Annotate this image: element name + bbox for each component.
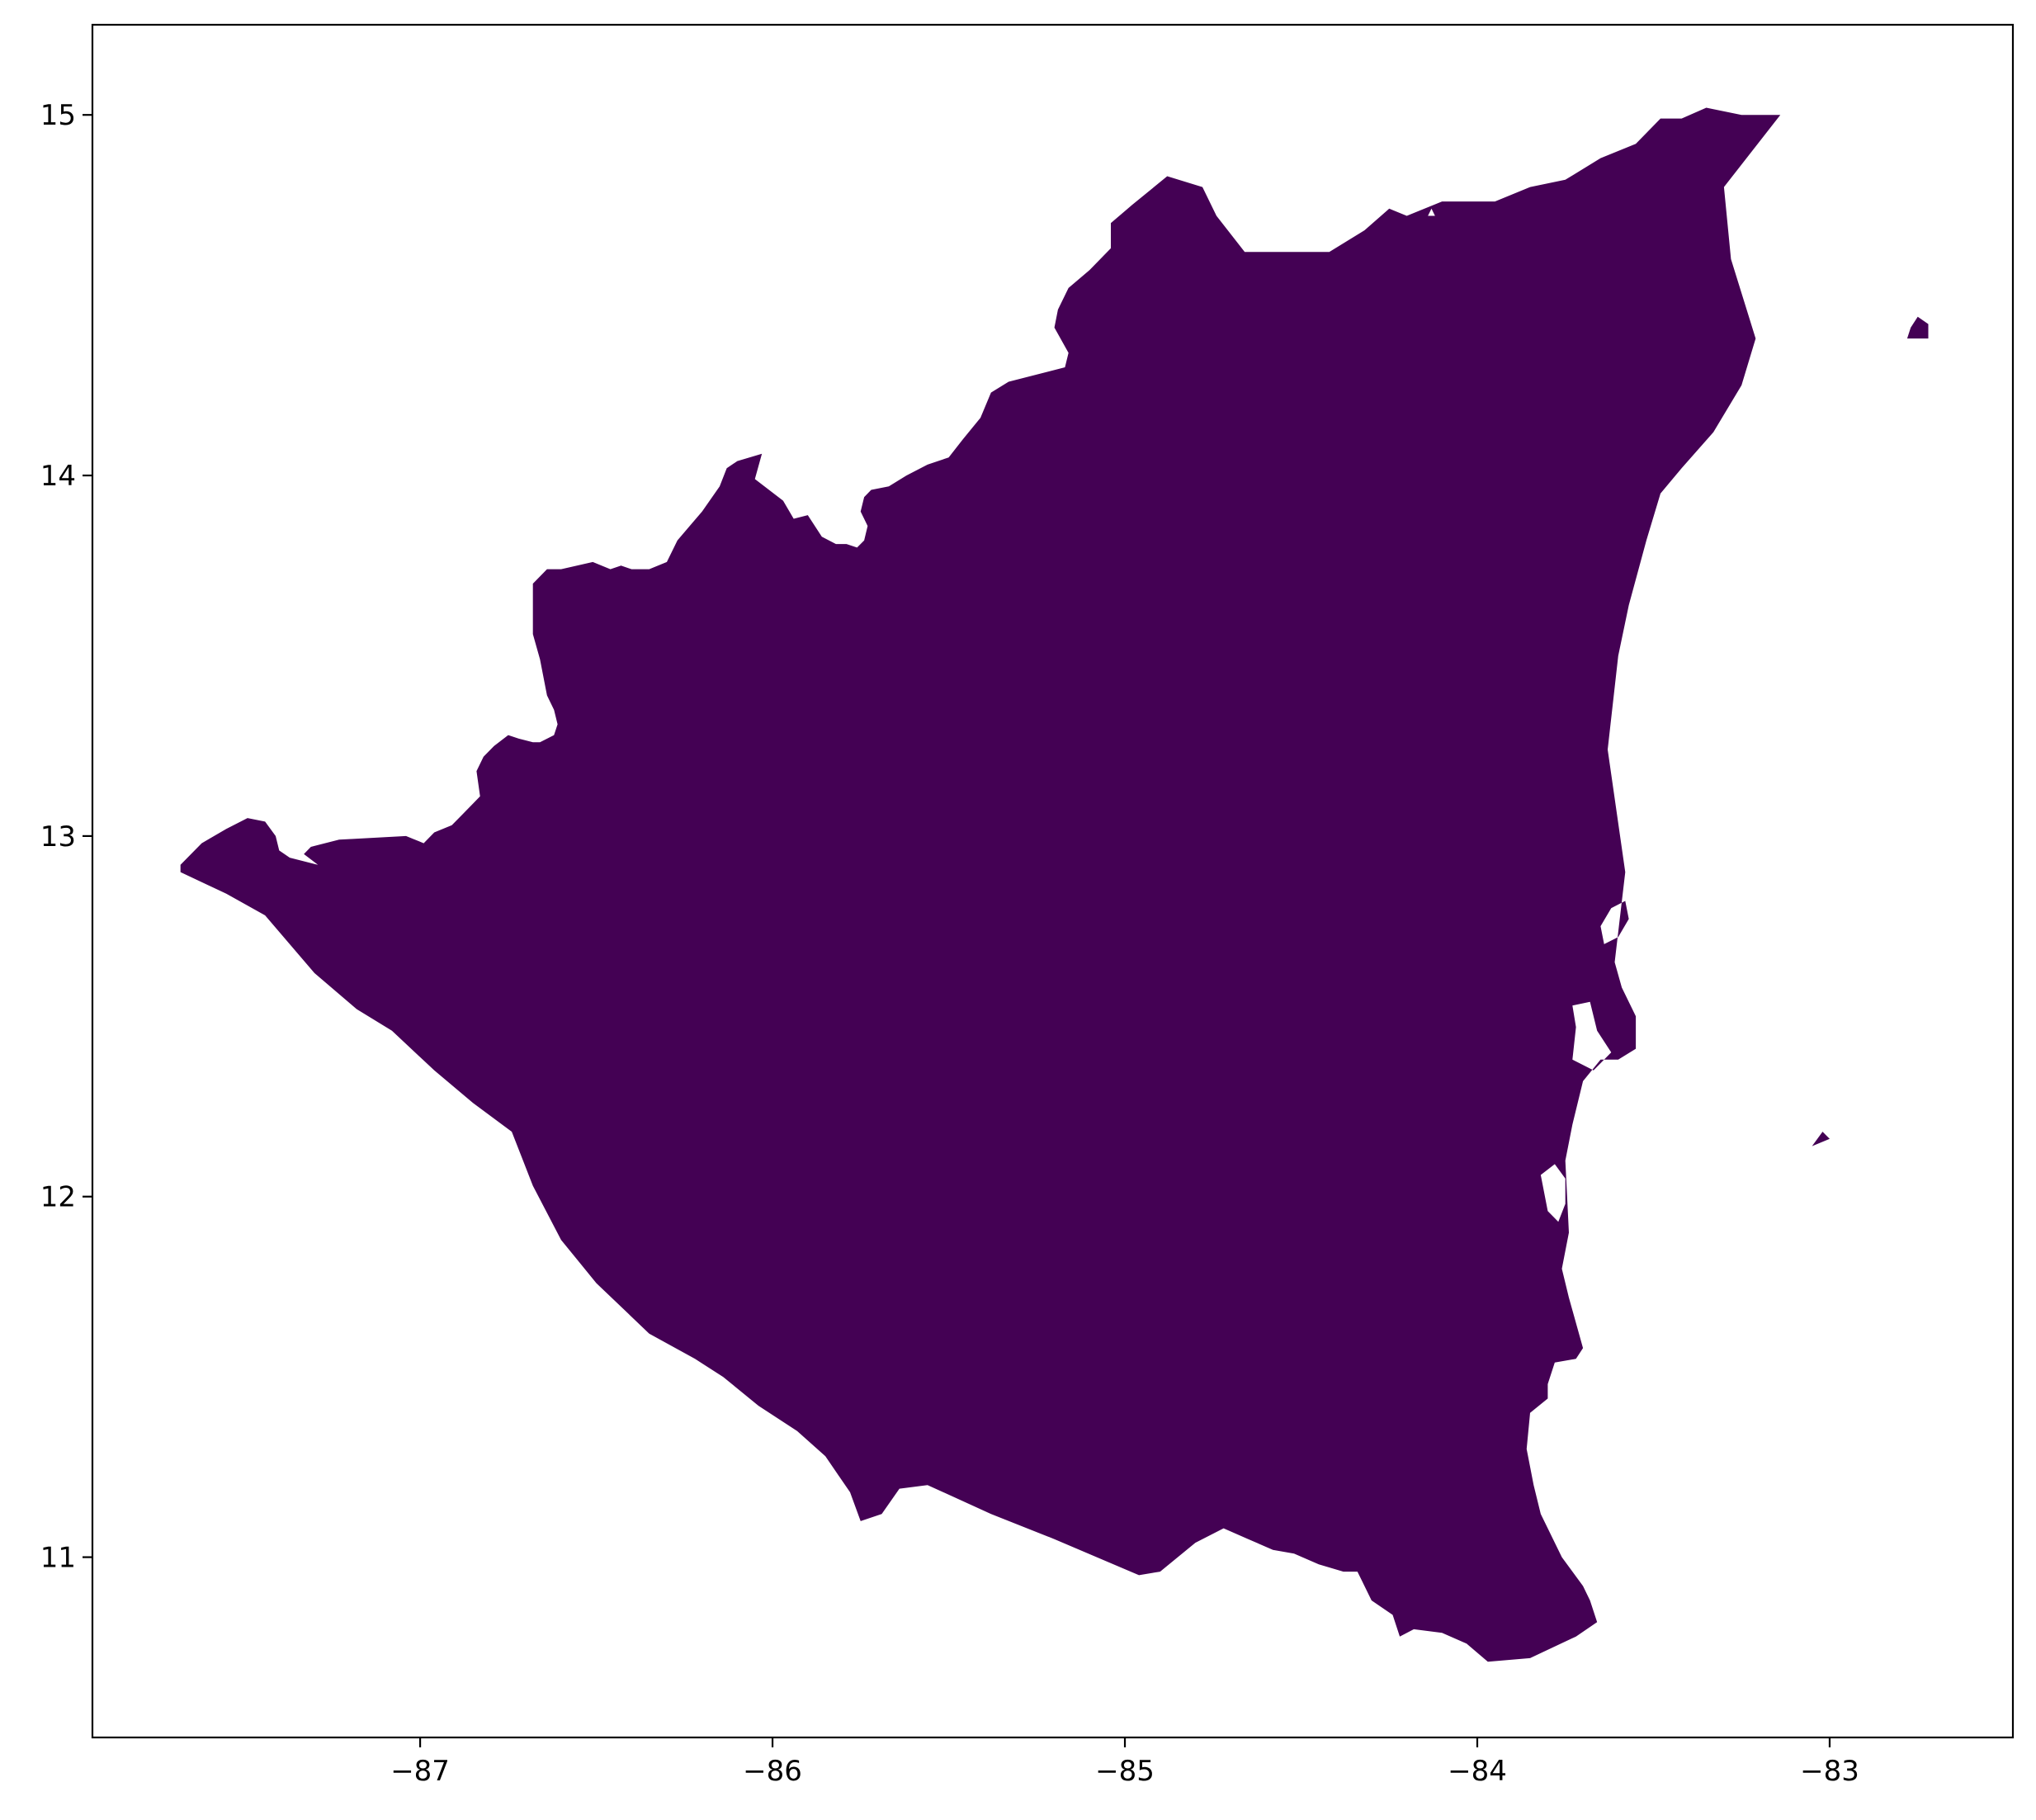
y-tick-label: 15 (40, 99, 76, 132)
x-tick-label: −83 (1800, 1755, 1859, 1788)
y-tick-label: 13 (40, 820, 76, 853)
y-axis: 11 12 13 14 15 (40, 99, 92, 1575)
island-2 (1812, 1132, 1830, 1146)
y-tick-label: 11 (40, 1542, 76, 1575)
y-tick-label: 14 (40, 460, 76, 493)
x-tick-label: −85 (1095, 1755, 1155, 1788)
map-shapes (180, 107, 1929, 1662)
x-tick-label: −84 (1448, 1755, 1507, 1788)
plot-frame (91, 23, 2015, 1739)
island-1 (1906, 316, 1929, 339)
y-tick-label: 12 (40, 1181, 76, 1214)
x-tick-label: −87 (390, 1755, 450, 1788)
x-tick-label: −86 (743, 1755, 802, 1788)
x-axis: −87 −86 −85 −84 −83 (390, 1737, 1859, 1788)
country-mainland (180, 107, 1781, 1662)
